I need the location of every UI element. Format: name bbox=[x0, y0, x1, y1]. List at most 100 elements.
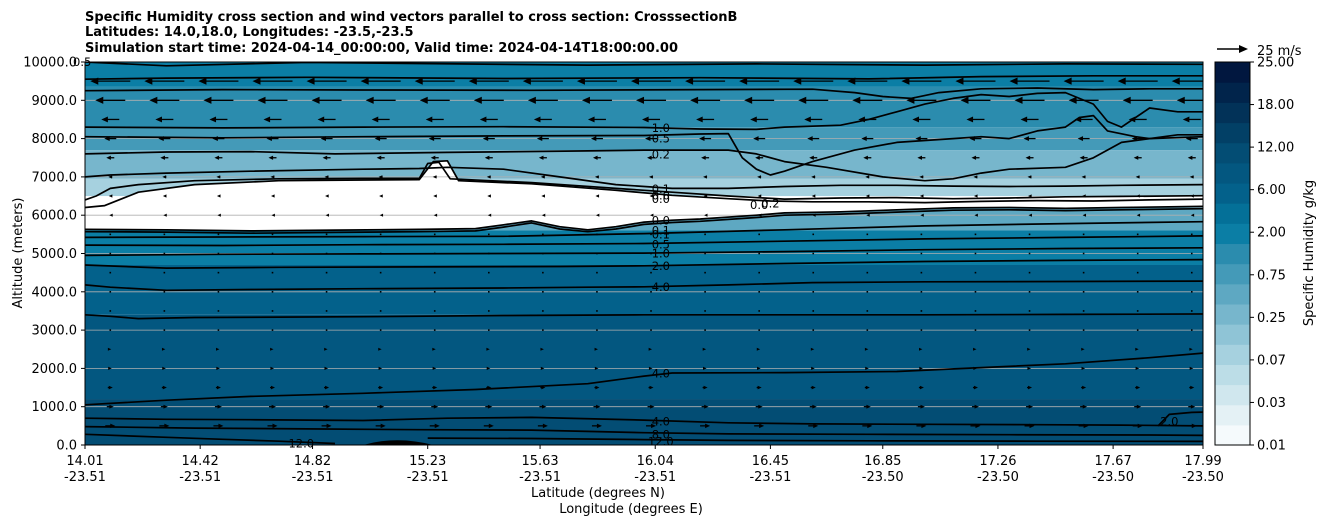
wind-vector bbox=[1028, 252, 1031, 255]
wind-vector bbox=[754, 423, 765, 429]
wind-vector bbox=[108, 194, 113, 198]
wind-vector bbox=[595, 213, 600, 217]
wind-vector-head bbox=[1028, 213, 1032, 217]
wind-vector bbox=[325, 329, 328, 331]
wind-vector-head bbox=[594, 347, 598, 351]
wind-vector-head bbox=[919, 366, 923, 371]
wind-vector bbox=[852, 96, 883, 104]
wind-vector bbox=[468, 77, 509, 85]
colorbar: 0.01 0.03 0.07 0.25 0.75 2.00 6.00 12.00 18.00 25… bbox=[1214, 56, 1294, 454]
y-tick-label: 3000.0 bbox=[32, 324, 78, 339]
wind-vector-head bbox=[1190, 213, 1195, 217]
wind-vector bbox=[650, 291, 652, 293]
wind-vector-head bbox=[486, 175, 491, 179]
wind-vector-head bbox=[268, 155, 274, 160]
wind-vector bbox=[704, 310, 706, 312]
wind-vector bbox=[916, 423, 927, 429]
wind-vector-head bbox=[595, 385, 600, 390]
wind-vector-head bbox=[218, 423, 224, 429]
humidity-band bbox=[85, 86, 1203, 128]
wind-vector bbox=[488, 329, 490, 331]
wind-vector bbox=[419, 96, 450, 104]
wind-vector bbox=[108, 175, 113, 179]
wind-vector-head bbox=[488, 423, 494, 429]
wind-vector bbox=[596, 271, 598, 274]
wind-vector bbox=[753, 136, 766, 142]
wind-vector-head bbox=[1020, 116, 1028, 123]
wind-vector bbox=[704, 213, 708, 217]
wind-vector-head bbox=[533, 116, 541, 123]
wind-vector bbox=[1186, 423, 1197, 429]
wind-vector bbox=[1185, 136, 1198, 142]
wind-vector-head bbox=[270, 347, 274, 351]
wind-vector-head bbox=[272, 423, 278, 429]
wind-vector bbox=[758, 291, 760, 293]
wind-vector-head bbox=[1137, 423, 1143, 429]
x-tick-label-lon: -23.51 bbox=[519, 470, 561, 485]
wind-vector-head bbox=[594, 366, 599, 371]
wind-vector-head bbox=[973, 366, 977, 371]
wind-vector bbox=[306, 77, 347, 85]
colorbar-segment bbox=[1215, 223, 1250, 245]
wind-vector bbox=[1079, 155, 1088, 160]
wind-vector bbox=[1190, 291, 1193, 293]
wind-vector bbox=[378, 175, 383, 179]
wind-vector-head bbox=[1182, 116, 1190, 123]
wind-vector bbox=[758, 213, 762, 217]
contour-line bbox=[427, 437, 1203, 443]
wind-vector bbox=[217, 213, 221, 217]
contour-line bbox=[85, 62, 1203, 67]
wind-vector-head bbox=[587, 116, 595, 123]
wind-vector bbox=[540, 175, 545, 179]
colorbar-segment bbox=[1215, 404, 1250, 426]
colorbar-label: Specific Humidity g/kg bbox=[1302, 180, 1317, 326]
wind-vector bbox=[650, 271, 652, 274]
wind-vector-head bbox=[161, 347, 166, 351]
wind-vector-head bbox=[216, 175, 221, 179]
wind-vector bbox=[1028, 233, 1031, 236]
wind-vector bbox=[1190, 213, 1195, 217]
wind-vector bbox=[198, 77, 239, 85]
wind-vector bbox=[1136, 291, 1139, 293]
wind-vector-head bbox=[812, 213, 816, 217]
wind-vector-head bbox=[149, 96, 158, 104]
wind-vector-head bbox=[804, 116, 811, 123]
wind-vector-head bbox=[162, 385, 167, 390]
wind-vector-head bbox=[306, 77, 315, 85]
humidity-band bbox=[85, 150, 1203, 179]
wind-vector bbox=[919, 175, 924, 179]
wind-vector bbox=[488, 271, 490, 274]
wind-vector bbox=[1189, 347, 1193, 351]
wind-vector bbox=[591, 423, 602, 429]
wind-vector-head bbox=[1009, 77, 1018, 85]
wind-vector-head bbox=[433, 213, 438, 217]
wind-vector-head bbox=[704, 213, 708, 217]
wind-vector bbox=[216, 366, 220, 371]
wind-vector bbox=[325, 213, 329, 217]
wind-vector-head bbox=[108, 194, 113, 198]
colorbar-segment bbox=[1215, 182, 1250, 204]
wind-vector-head bbox=[858, 116, 865, 123]
wind-vector bbox=[702, 347, 707, 351]
wind-vector bbox=[811, 366, 815, 371]
wind-vector bbox=[1188, 404, 1196, 409]
chart-title: Specific Humidity cross section and wind… bbox=[85, 10, 737, 56]
wind-vector bbox=[809, 404, 817, 409]
wind-vector bbox=[360, 77, 401, 85]
wind-vector bbox=[866, 252, 869, 255]
wind-vector-head bbox=[757, 194, 762, 198]
wind-vector bbox=[271, 213, 275, 217]
wind-vector-head bbox=[109, 213, 113, 217]
wind-vector bbox=[432, 385, 438, 390]
wind-vector-head bbox=[647, 155, 652, 160]
wind-vector bbox=[216, 194, 221, 198]
wind-vector bbox=[1135, 347, 1139, 351]
wind-vector bbox=[486, 175, 491, 179]
terrain-bump bbox=[363, 440, 434, 445]
colorbar-tick-label: 0.07 bbox=[1257, 353, 1286, 368]
wind-vector-head bbox=[162, 194, 167, 198]
wind-vector bbox=[432, 175, 437, 179]
wind-vector bbox=[433, 310, 436, 312]
wind-vector-head bbox=[595, 194, 600, 198]
wind-vector-head bbox=[955, 77, 964, 85]
